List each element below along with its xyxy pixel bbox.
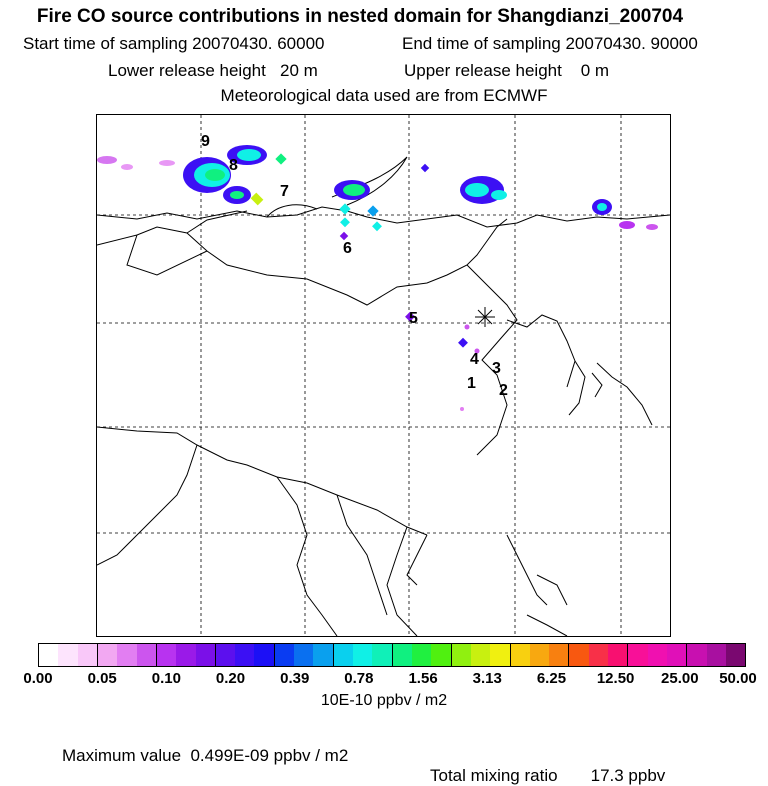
total-mixing-text: Total mixing ratio 17.3 ppbv (430, 766, 666, 785)
lower-release-text: Lower release height 20 m (108, 61, 318, 80)
region-label-4: 4 (470, 351, 479, 368)
color-scale-cell (392, 644, 412, 666)
color-scale-cell (451, 644, 471, 666)
color-scale-tick-label: 0.00 (23, 670, 53, 687)
color-scale-cell (569, 644, 589, 666)
color-scale-cell (529, 644, 550, 666)
color-scale-tick-label: 1.56 (408, 670, 438, 687)
color-scale-cell (313, 644, 334, 666)
release-heights: Lower release height 20 m Upper release … (0, 61, 768, 83)
color-scale-cell (333, 644, 353, 666)
color-scale-cell (510, 644, 530, 666)
color-scale-cell (136, 644, 157, 666)
color-scale-tick-label: 0.78 (344, 670, 374, 687)
color-scale-tick-label: 0.10 (151, 670, 181, 687)
co-plumes (97, 145, 658, 411)
region-label-7: 7 (280, 183, 289, 200)
met-data-text: Meteorological data used are from ECMWF (220, 86, 548, 105)
color-scale-cell (470, 644, 491, 666)
color-scale-cell (588, 644, 609, 666)
color-scale-cell (39, 644, 59, 666)
color-scale-cell (176, 644, 196, 666)
color-scale-cell (687, 644, 707, 666)
color-scale-cell (195, 644, 216, 666)
color-scale-cell (235, 644, 255, 666)
lat-lon-grid (97, 115, 670, 636)
color-scale-cell (490, 644, 511, 666)
upper-release-text: Upper release height 0 m (404, 61, 610, 80)
color-scale-cell (725, 644, 746, 666)
map-canvas: 1 2 3 4 5 6 7 8 9 (97, 115, 670, 636)
color-scale-cell (215, 644, 236, 666)
station-asterisk (475, 307, 495, 327)
color-scale-tick-label: 0.20 (215, 670, 246, 687)
region-label-8: 8 (229, 157, 238, 174)
map-title: Fire CO source contributions in nested d… (36, 6, 684, 27)
color-scale-cell (353, 644, 373, 666)
color-scale-cell (608, 644, 629, 666)
color-scale-cell (431, 644, 452, 666)
color-scale-units: 10E-10 ppbv / m2 (320, 692, 448, 709)
color-scale-tick-label: 25.00 (661, 670, 699, 687)
color-scale-cell (647, 644, 667, 666)
color-scale-bar (38, 643, 746, 667)
color-scale-cell (117, 644, 137, 666)
color-scale-cell (156, 644, 177, 666)
color-scale-cell (254, 644, 275, 666)
sampling-times: Start time of sampling 20070430. 60000 E… (0, 34, 768, 56)
color-scale-tick-label: 3.13 (472, 670, 502, 687)
color-scale-cell (97, 644, 118, 666)
footer-stats: Maximum value 0.499E-09 ppbv / m2 Total … (62, 726, 742, 785)
region-label-6: 6 (343, 240, 352, 257)
color-scale-cell (628, 644, 648, 666)
color-scale-cell (294, 644, 314, 666)
color-scale-cell (706, 644, 726, 666)
color-scale-tick-label: 50.00 (719, 670, 757, 687)
color-scale-cell (549, 644, 570, 666)
color-scale-tick-label: 0.39 (280, 670, 310, 687)
color-scale-tick-label: 12.50 (596, 670, 635, 687)
color-scale-cell (667, 644, 688, 666)
start-time-text: Start time of sampling 20070430. 60000 (23, 34, 325, 53)
region-labels: 1 2 3 4 5 6 7 8 9 (201, 133, 508, 399)
region-label-2: 2 (499, 382, 508, 399)
region-label-9: 9 (201, 133, 210, 150)
end-time-text: End time of sampling 20070430. 90000 (402, 34, 698, 53)
map-panel: 1 2 3 4 5 6 7 8 9 (96, 114, 671, 637)
color-scale-cell (274, 644, 295, 666)
max-value-text: Maximum value 0.499E-09 ppbv / m2 (62, 746, 349, 765)
color-scale-tick-label: 6.25 (536, 670, 567, 687)
coastlines-borders (97, 156, 670, 636)
region-label-5: 5 (409, 310, 418, 327)
region-label-3: 3 (492, 360, 501, 377)
color-scale-cell (411, 644, 432, 666)
color-scale-tick-label: 0.05 (87, 670, 117, 687)
color-scale-cell (77, 644, 98, 666)
color-scale-cell (58, 644, 78, 666)
color-scale-cell (372, 644, 393, 666)
region-label-1: 1 (467, 375, 476, 392)
